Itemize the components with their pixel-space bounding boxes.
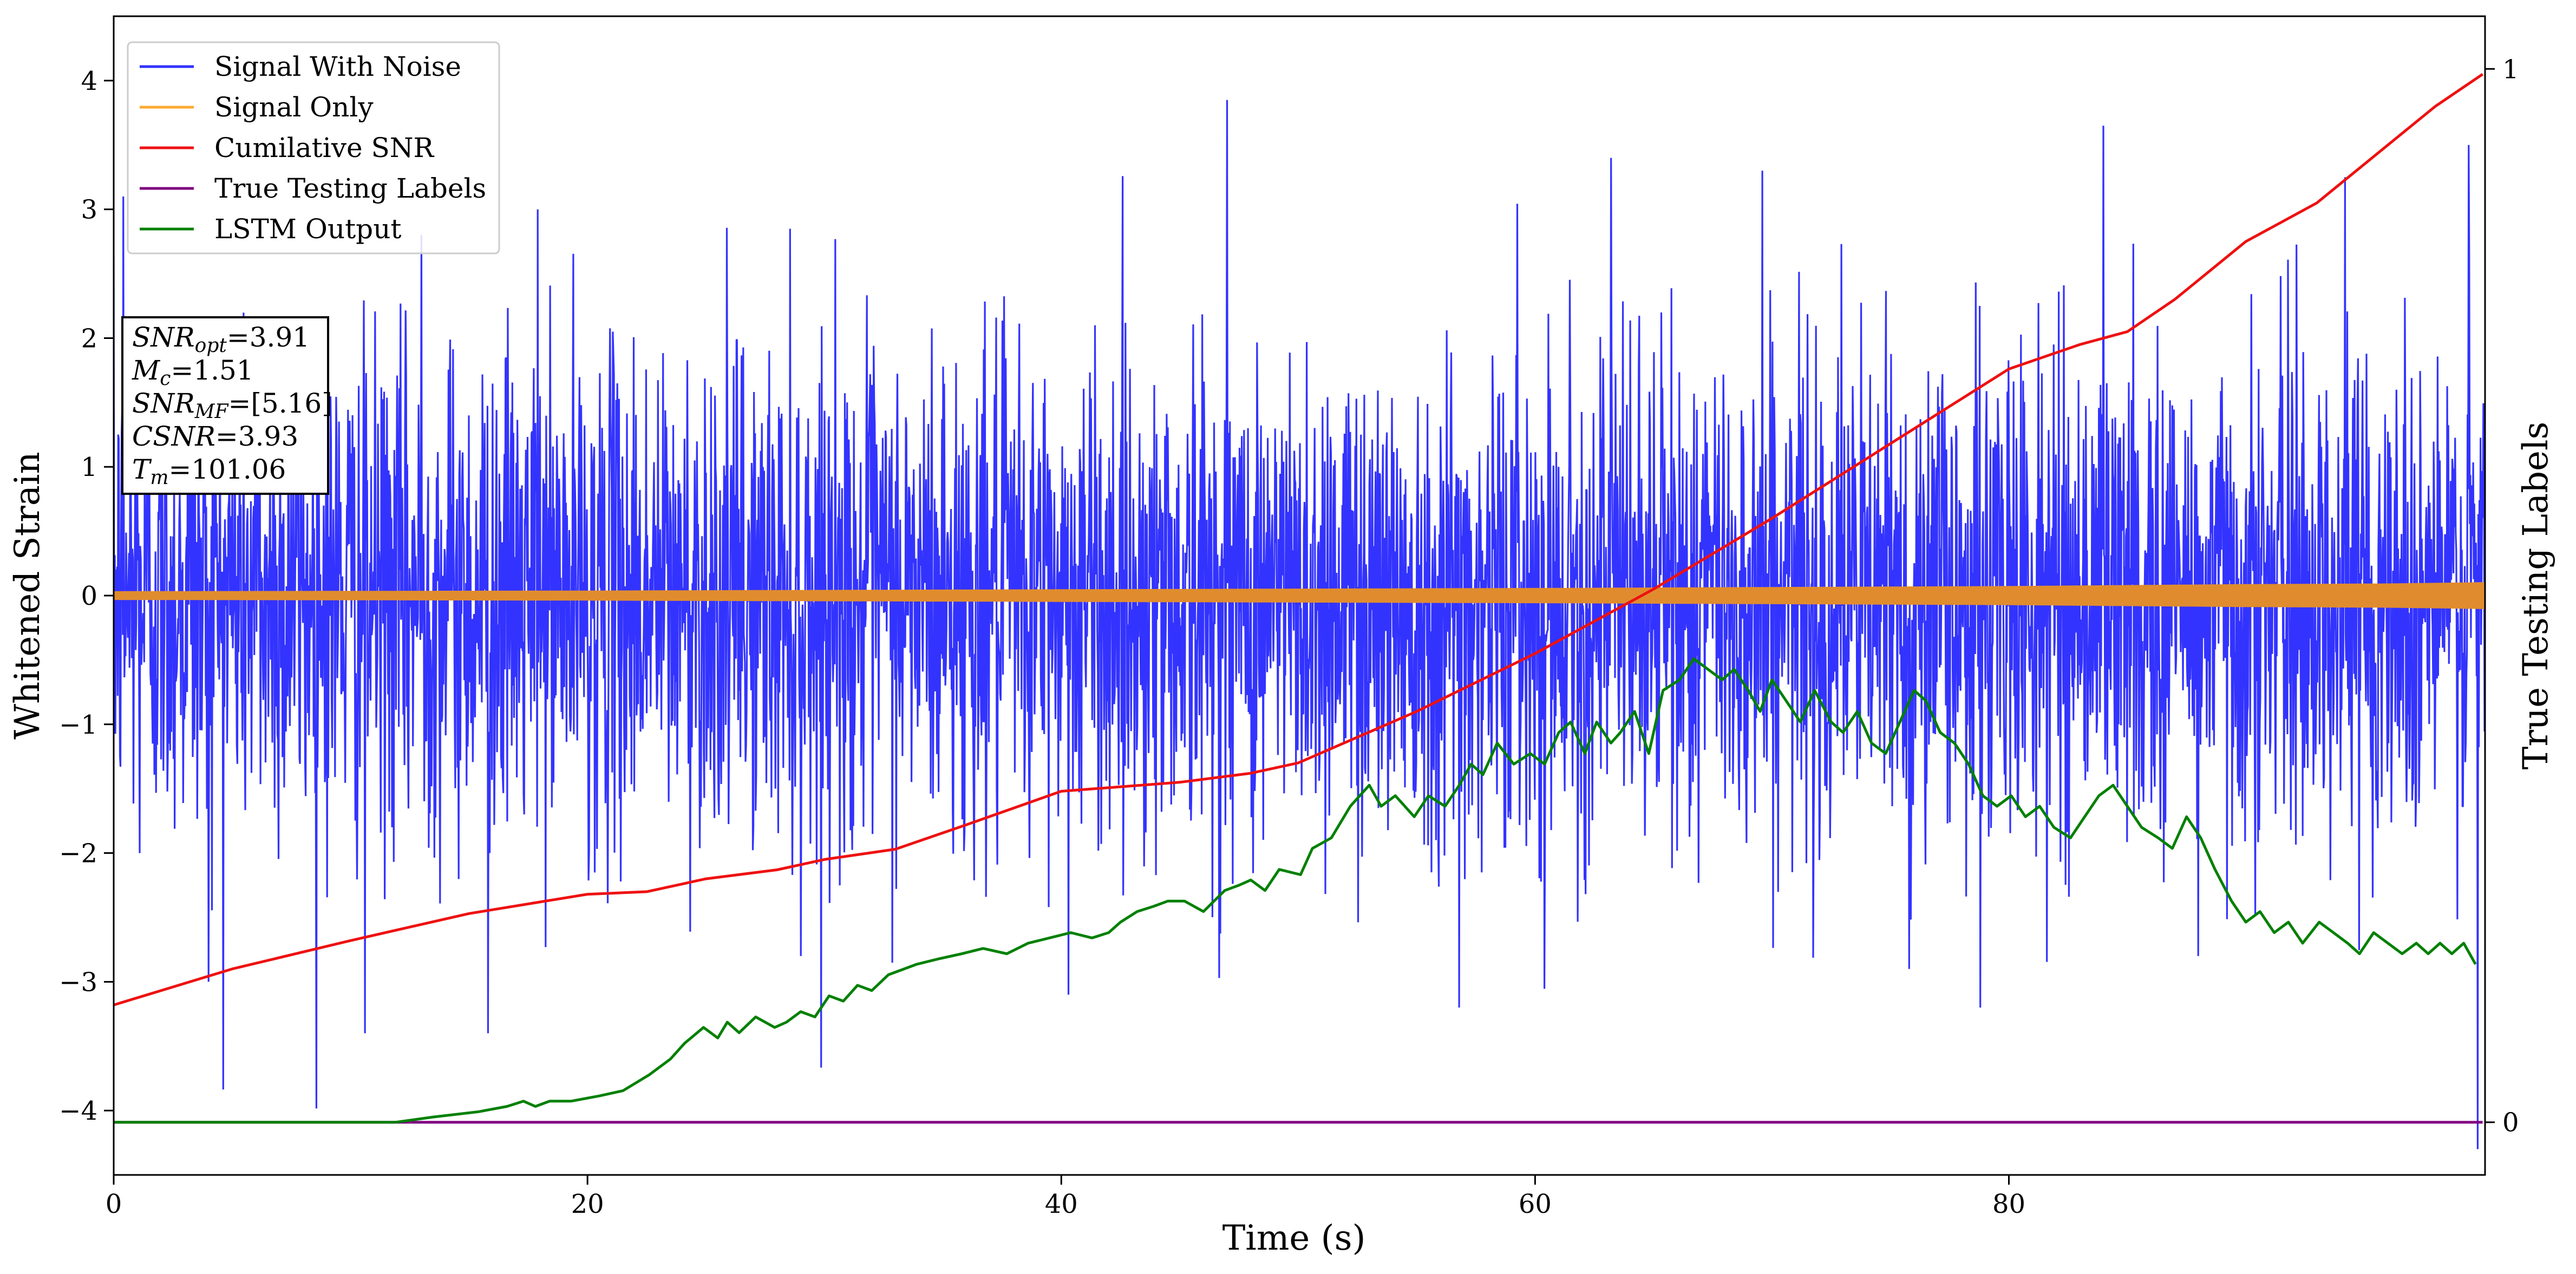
y-tick-label: −2 xyxy=(59,839,97,869)
legend-label: Signal With Noise xyxy=(214,51,461,82)
legend-label: True Testing Labels xyxy=(214,173,486,204)
legend-frame xyxy=(127,41,500,254)
x-tick-label: 60 xyxy=(1519,1189,1552,1219)
legend-label: Signal Only xyxy=(214,92,374,123)
legend-label: Cumilative SNR xyxy=(214,132,434,164)
signal-only-series xyxy=(114,582,2485,609)
x-tick-label: 0 xyxy=(106,1189,122,1219)
parameter-line: SNRMF=[5.16] xyxy=(132,388,332,423)
parameter-line: SNRopt=3.91 xyxy=(132,322,310,357)
parameters-frame xyxy=(121,316,329,495)
y-tick-label: 4 xyxy=(81,66,97,96)
y2-axis-title: True Testing Labels xyxy=(2516,422,2556,770)
y-tick-label: −1 xyxy=(59,710,97,740)
x-axis-title: Time (s) xyxy=(1222,1218,1366,1258)
signal-only-band xyxy=(114,582,2485,609)
x-tick-label: 80 xyxy=(1992,1189,2025,1219)
legend-label: LSTM Output xyxy=(214,213,401,245)
parameter-line: Tm=101.06 xyxy=(132,454,286,489)
x-tick-label: 40 xyxy=(1045,1189,1078,1219)
y-axis-title: Whitened Strain xyxy=(8,452,48,739)
signal-with-noise-line xyxy=(114,100,2485,1149)
y-tick-label: −3 xyxy=(59,967,97,997)
signal-with-noise-series xyxy=(114,100,2485,1149)
y-tick-label: 0 xyxy=(81,581,97,611)
x-tick-label: 20 xyxy=(571,1189,604,1219)
y-tick-label: 1 xyxy=(81,452,97,482)
y2-tick-label: 1 xyxy=(2502,54,2519,84)
y-tick-label: 3 xyxy=(81,195,97,225)
y-tick-label: −4 xyxy=(59,1096,97,1126)
y2-tick-label: 0 xyxy=(2502,1108,2519,1138)
y-tick-label: 2 xyxy=(81,323,97,354)
parameter-line: CSNR=3.93 xyxy=(132,421,298,452)
parameter-line: Mc=1.51 xyxy=(132,355,254,390)
parameters-box: SNRopt=3.91Mc=1.51SNRMF=[5.16]CSNR=3.93T… xyxy=(121,316,332,495)
lstm-output-line xyxy=(114,657,2477,1124)
legend: Signal With Noise Signal Only Cumilative S… xyxy=(127,41,500,254)
cumilative-snr-line xyxy=(114,73,2484,1007)
